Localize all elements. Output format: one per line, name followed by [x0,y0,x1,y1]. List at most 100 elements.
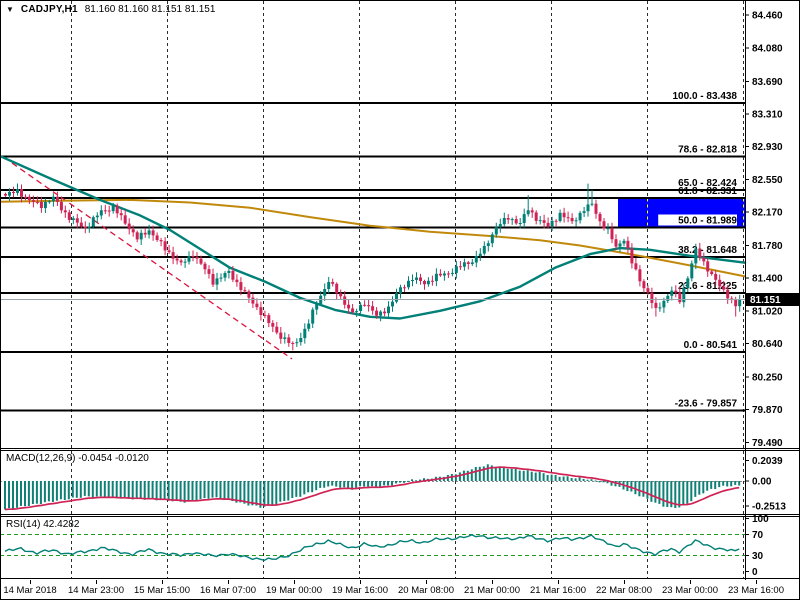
candle-body [247,291,251,298]
candle-body [650,292,654,303]
fib-level-label: 78.6 - 82.818 [678,144,737,155]
time-axis-label: 23 Mar 16:00 [728,585,784,596]
candle-body [51,196,55,202]
candle-body [470,262,474,264]
candle-body [502,218,506,225]
macd-histogram-bar [319,481,322,488]
candle-body [8,191,11,196]
candle-body [243,290,247,292]
macd-histogram-bar [494,466,497,481]
candle-body [143,232,147,235]
macd-histogram-bar [706,481,709,491]
candle-body [678,292,682,303]
rsi-axis-label: 100 [752,514,769,525]
macd-histogram-bar [35,481,38,504]
macd-histogram-bar [131,481,134,500]
macd-histogram-bar [710,481,713,489]
candle-body [494,227,498,235]
candle-body [411,280,414,281]
fib-label-bg [658,143,737,155]
candle-body [255,303,259,308]
candle-body [534,212,538,221]
candle-body [335,283,339,294]
candle-body [658,307,662,309]
macd-histogram-bar [355,481,358,488]
macd-histogram-bar [24,481,26,507]
candle-body [510,219,514,221]
macd-histogram-bar [638,481,641,497]
candle-body [259,307,263,315]
candle-body [646,288,650,293]
macd-histogram-bar [558,476,561,481]
candle-body [367,305,371,307]
candle-body [163,241,167,251]
fib-level-label: 38.2 - 81.648 [678,245,737,256]
candle-body [191,256,195,258]
symbol-dropdown-icon[interactable]: ▼ [6,4,14,14]
candle-body [279,332,283,339]
macd-histogram-bar [387,481,389,486]
price-axis-drag-area[interactable] [746,0,800,578]
trend-line[interactable] [11,162,293,360]
candle-body [490,234,494,244]
macd-histogram-bar [718,481,721,488]
macd-histogram-bar [562,476,565,481]
macd-histogram-bar [195,481,198,501]
candle-body [175,258,179,261]
time-axis-drag-area[interactable] [0,581,799,599]
time-axis-label: 19 Mar 16:00 [332,585,388,596]
macd-histogram-bar [79,481,82,498]
candle-body [590,203,594,205]
macd-histogram-bar [395,481,397,484]
candle-body [578,212,582,221]
macd-histogram-bar [546,475,549,481]
macd-histogram-bar [75,481,78,498]
candle-body [530,210,534,213]
candle-body [738,299,742,307]
macd-histogram-bar [187,481,190,501]
macd-histogram-bar [287,481,290,501]
candle-body [87,226,91,229]
candle-body [618,243,622,247]
candle-body [359,304,363,311]
current-price-badge [746,293,799,306]
macd-histogram-bar [135,481,138,499]
candle-body [606,228,610,230]
candle-body [59,201,63,211]
candle-body [43,202,47,209]
macd-histogram-bar [666,481,669,507]
macd-histogram-bar [315,481,318,491]
candle-body [135,232,139,240]
fib-label-bg [652,90,737,101]
macd-histogram-bar [267,481,270,506]
candle-body [347,304,351,309]
candle-body [383,311,387,314]
macd-histogram-bar [526,470,529,481]
ma-slow-line [0,198,746,278]
chart-ohlc-values: 81.160 81.160 81.151 81.151 [84,4,216,15]
macd-histogram-bar [327,481,330,487]
candle-body [287,337,291,343]
macd-histogram-bar [147,481,150,499]
macd-histogram-bar [191,481,194,501]
macd-histogram-bar [371,481,374,487]
candle-body [215,278,219,285]
macd-histogram-bar [490,465,493,481]
ma-fast-line [0,154,747,320]
candle-body [75,218,79,223]
candle-body [171,252,175,259]
macd-histogram-bar [506,468,509,481]
macd-histogram-bar [303,481,306,495]
macd-histogram-bar [738,481,741,486]
macd-histogram-bar [63,481,66,500]
macd-histogram-bar [462,470,465,481]
macd-histogram-bar [478,466,481,481]
macd-histogram-bar [263,481,266,507]
candle-body [231,270,235,280]
candle-body [706,261,710,272]
candle-body [482,246,486,254]
candle-body [642,281,646,289]
macd-histogram-bar [107,481,110,498]
candle-body [127,223,131,230]
macd-histogram-bar [403,481,405,483]
